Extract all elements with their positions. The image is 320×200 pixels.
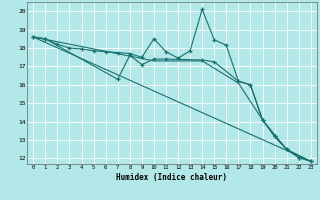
- X-axis label: Humidex (Indice chaleur): Humidex (Indice chaleur): [116, 173, 228, 182]
